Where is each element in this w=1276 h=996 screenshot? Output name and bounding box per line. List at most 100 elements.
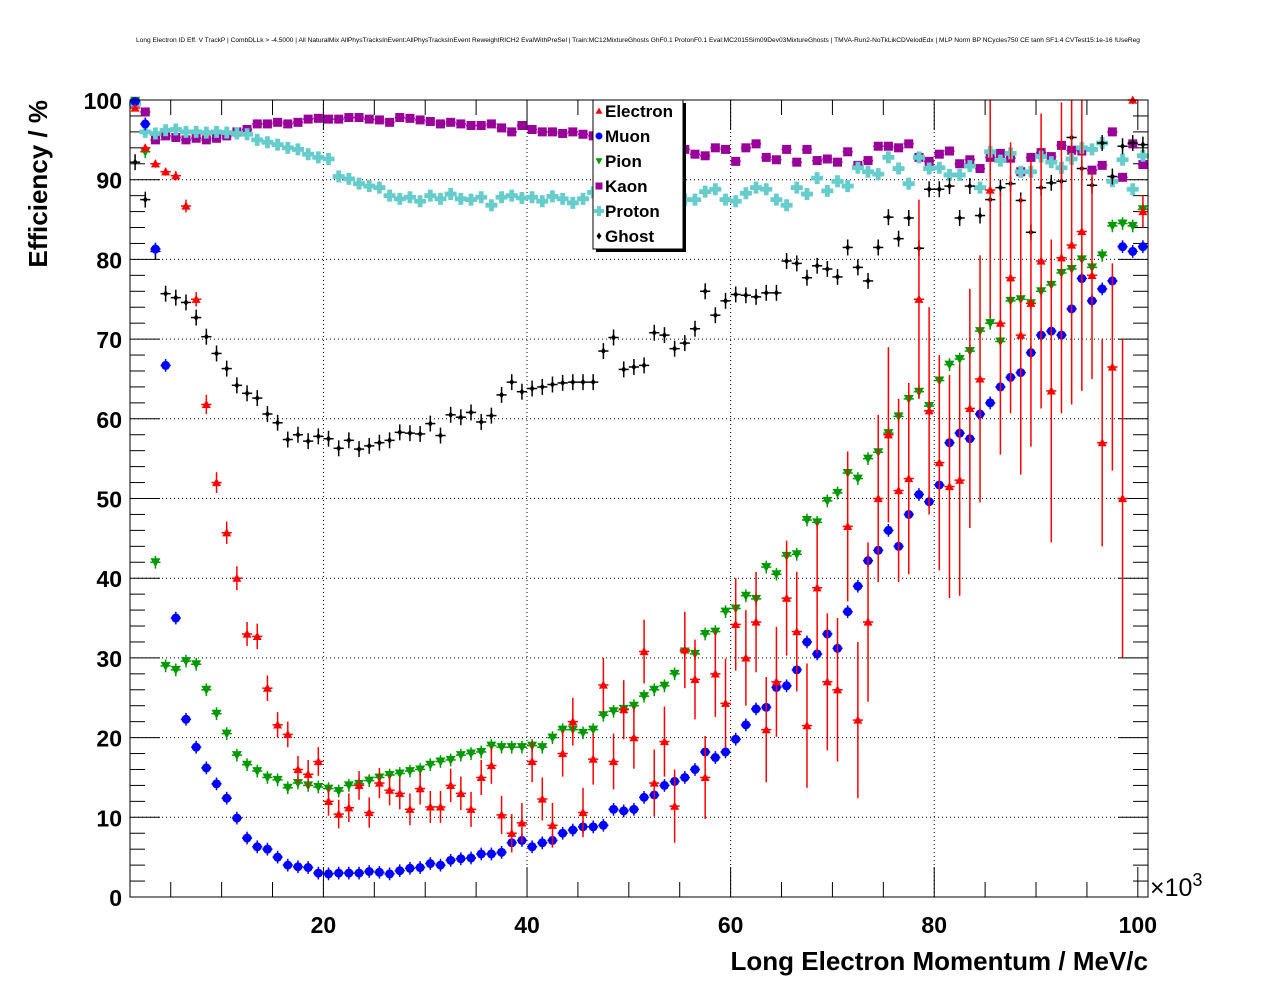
pion-point — [740, 589, 751, 603]
pion-point — [639, 689, 650, 703]
proton-marker — [465, 193, 478, 206]
electron-marker — [242, 629, 252, 638]
electron-point — [608, 733, 619, 790]
electron-marker — [649, 778, 659, 787]
ghost-point — [231, 377, 242, 394]
pion-marker — [242, 760, 253, 770]
electron-point — [130, 103, 141, 112]
y-tick-label: 70 — [96, 327, 122, 353]
electron-point — [343, 793, 354, 823]
proton-point — [566, 196, 579, 209]
electron-marker — [782, 593, 792, 602]
muon-point — [486, 847, 497, 861]
legend-box — [592, 99, 684, 250]
proton-point — [994, 154, 1007, 167]
proton-point — [831, 175, 844, 188]
pion-marker — [404, 767, 415, 777]
electron-point — [822, 613, 833, 751]
ghost-marker — [295, 431, 301, 439]
kaon-marker — [150, 135, 160, 145]
kaon-marker — [435, 119, 445, 129]
kaon-marker — [364, 114, 374, 124]
pion-point — [313, 780, 324, 794]
pion-point — [1107, 219, 1118, 233]
ghost-marker — [264, 410, 270, 418]
proton-point — [373, 181, 386, 194]
electron-point — [700, 736, 711, 819]
proton-marker — [190, 125, 203, 138]
ghost-point — [761, 284, 772, 301]
kaon-point — [486, 119, 497, 129]
electron-marker — [670, 801, 680, 810]
ghost-marker — [804, 274, 810, 282]
pion-point — [191, 657, 202, 671]
muon-marker — [782, 681, 792, 691]
pion-marker — [761, 563, 772, 573]
x-tick-labels: 20 40 60 80 100 — [311, 912, 1157, 938]
pion-point — [720, 605, 731, 619]
kaon-point — [750, 139, 762, 149]
muon-point — [883, 524, 894, 537]
kaon-point — [527, 124, 538, 134]
pion-marker — [486, 741, 497, 751]
kaon-marker — [934, 149, 944, 159]
kaon-marker — [344, 113, 354, 123]
legend-item-muon: Muon — [595, 127, 650, 146]
proton-marker — [200, 126, 213, 139]
muon-marker — [130, 97, 140, 107]
pion-point — [201, 683, 212, 697]
proton-point — [872, 168, 885, 181]
pion-marker — [1127, 221, 1138, 231]
muon-marker — [385, 869, 395, 879]
kaon-marker — [537, 127, 547, 137]
proton-marker — [811, 172, 824, 185]
proton-marker — [1014, 165, 1027, 178]
ghost-point — [812, 257, 823, 274]
proton-point — [475, 191, 488, 204]
proton-point — [149, 127, 162, 140]
y-tick-label: 20 — [96, 726, 122, 752]
muon-marker — [619, 806, 629, 816]
pion-point — [333, 784, 344, 798]
kaon-marker — [283, 119, 293, 129]
proton-marker — [515, 192, 528, 205]
ghost-marker — [417, 430, 423, 438]
kaon-marker — [833, 157, 843, 167]
pion-point — [771, 567, 782, 581]
kaon-point — [1025, 152, 1037, 162]
kaon-point — [720, 144, 731, 154]
electron-marker — [1006, 273, 1016, 282]
electron-marker — [659, 737, 669, 746]
kaon-marker — [262, 119, 272, 129]
proton-point — [750, 181, 763, 194]
proton-point — [393, 192, 406, 205]
ghost-marker — [906, 214, 912, 222]
kaon-point — [252, 119, 263, 129]
ghost-marker — [509, 378, 515, 386]
electron-marker — [385, 785, 395, 794]
proton-point — [271, 138, 284, 151]
ghost-point — [180, 294, 192, 311]
ghost-point — [282, 431, 293, 448]
muon-point — [231, 811, 242, 825]
proton-point — [159, 124, 172, 137]
legend-marker-square-icon — [595, 182, 603, 190]
kaon-marker — [334, 114, 344, 124]
electron-marker — [1067, 240, 1077, 249]
proton-point — [251, 133, 264, 146]
muon-marker — [435, 860, 445, 870]
kaon-marker — [568, 127, 578, 137]
ghost-marker — [590, 378, 596, 386]
x-tick-label: 60 — [718, 912, 744, 938]
muon-point — [435, 858, 446, 872]
muon-marker — [191, 742, 201, 752]
ghost-point — [272, 414, 283, 431]
electron-point — [689, 639, 701, 720]
electron-marker — [975, 374, 985, 383]
electron-point — [964, 288, 975, 528]
proton-point — [577, 192, 590, 205]
electron-point — [160, 167, 171, 176]
electron-marker — [547, 820, 557, 829]
proton-point — [688, 193, 701, 206]
electron-point — [1076, 100, 1087, 391]
